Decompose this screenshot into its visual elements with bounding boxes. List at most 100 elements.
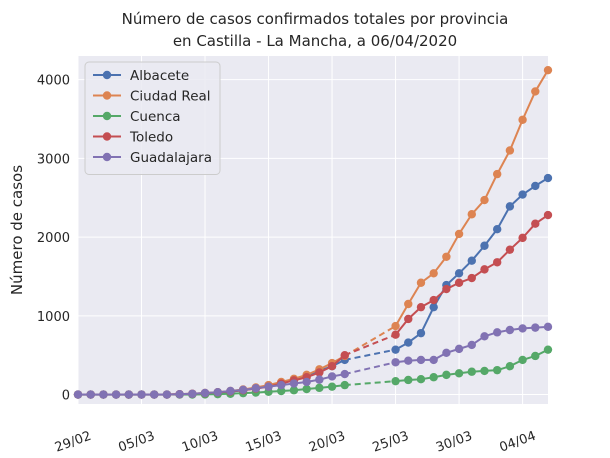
x-tick-label: 04/04	[498, 429, 538, 456]
data-point	[150, 390, 159, 399]
series-gap-segment	[344, 333, 396, 357]
data-point	[315, 383, 324, 393]
data-point	[543, 173, 553, 183]
data-point	[492, 365, 502, 375]
series-layer	[73, 65, 553, 399]
data-point	[442, 284, 451, 294]
chart-title-line-1: Número de casos confirmados totales por …	[122, 10, 509, 28]
series-guadalajara	[73, 322, 553, 399]
legend[interactable]: Albacete Ciudad Real Cuenca Toledo Guadalaja…	[84, 61, 221, 175]
legend-box	[84, 61, 221, 175]
data-point	[467, 256, 476, 265]
data-point	[467, 273, 476, 283]
y-tick-label: 1000	[37, 310, 70, 325]
x-tick-label: 29/02	[53, 429, 93, 456]
x-axis-ticks: 29/02 05/03 10/03 15/03 20/03 25/03 30/03 04/04	[53, 429, 538, 456]
data-point	[416, 355, 426, 365]
legend-label: Albacete	[130, 68, 189, 84]
data-point	[340, 380, 349, 390]
data-point	[467, 367, 476, 376]
legend-entry: Toledo	[93, 130, 173, 146]
x-tick-label: 25/03	[371, 429, 411, 456]
data-point	[416, 278, 426, 287]
data-point	[531, 87, 540, 96]
data-point	[467, 210, 476, 219]
legend-marker	[102, 111, 112, 121]
data-point	[505, 325, 515, 335]
data-point	[188, 389, 197, 398]
series-line-segment	[420, 306, 435, 334]
legend-label: Cuenca	[130, 109, 181, 125]
data-point	[518, 324, 527, 333]
data-point	[480, 265, 489, 274]
data-point	[289, 386, 299, 395]
data-point	[454, 278, 464, 287]
y-axis-label: Número de casos	[8, 165, 26, 295]
data-point	[404, 338, 413, 347]
series-line-segment	[521, 91, 537, 121]
data-point	[175, 389, 184, 399]
data-point	[454, 344, 464, 354]
data-point	[492, 169, 502, 179]
data-point	[429, 373, 438, 382]
data-point	[505, 245, 515, 254]
data-point	[302, 384, 311, 394]
data-point	[200, 388, 210, 398]
legend-marker	[102, 132, 112, 141]
data-point	[391, 321, 400, 331]
series-line-segment	[445, 233, 460, 258]
data-point	[277, 386, 286, 396]
x-tick-label: 30/03	[434, 429, 474, 456]
data-point	[315, 368, 324, 377]
data-point	[86, 390, 95, 399]
data-point	[264, 382, 273, 391]
legend-label: Ciudad Real	[130, 89, 211, 105]
data-point	[531, 351, 540, 361]
data-point	[505, 362, 515, 371]
legend-label: Guadalajara	[130, 150, 212, 166]
data-point	[302, 377, 311, 387]
data-point	[467, 340, 476, 350]
data-point	[505, 202, 515, 211]
data-point	[454, 269, 464, 278]
data-point	[416, 302, 426, 312]
data-point	[391, 345, 400, 354]
data-point	[416, 328, 426, 338]
legend-entry: Ciudad Real	[93, 89, 211, 105]
data-point	[429, 269, 438, 278]
data-point	[480, 366, 489, 376]
data-point	[480, 195, 489, 205]
legend-label: Toledo	[129, 130, 173, 146]
data-point	[391, 376, 400, 386]
data-point	[429, 355, 438, 365]
data-point	[531, 181, 540, 191]
series-line-segment	[496, 205, 511, 230]
data-point	[492, 225, 502, 234]
legend-entry: Cuenca	[93, 109, 181, 125]
data-point	[518, 355, 527, 365]
chart-title-group: Número de casos confirmados totales por …	[122, 10, 509, 50]
data-point	[543, 322, 553, 332]
data-point	[454, 229, 464, 239]
data-point	[404, 375, 413, 385]
data-point	[442, 370, 451, 380]
data-point	[391, 330, 400, 339]
data-point	[429, 302, 438, 312]
data-point	[162, 390, 172, 399]
series-line-segment	[483, 173, 499, 201]
data-point	[454, 369, 464, 378]
data-point	[213, 387, 222, 397]
data-point	[442, 348, 451, 358]
data-point	[543, 65, 553, 75]
data-point	[99, 390, 108, 399]
data-point	[238, 385, 248, 395]
legend-marker	[102, 70, 112, 80]
data-point	[404, 299, 413, 309]
data-point	[531, 219, 540, 228]
data-point	[124, 390, 134, 399]
data-point	[492, 258, 502, 267]
data-point	[543, 210, 553, 220]
series-line-segment	[508, 119, 524, 151]
data-point	[505, 146, 515, 155]
